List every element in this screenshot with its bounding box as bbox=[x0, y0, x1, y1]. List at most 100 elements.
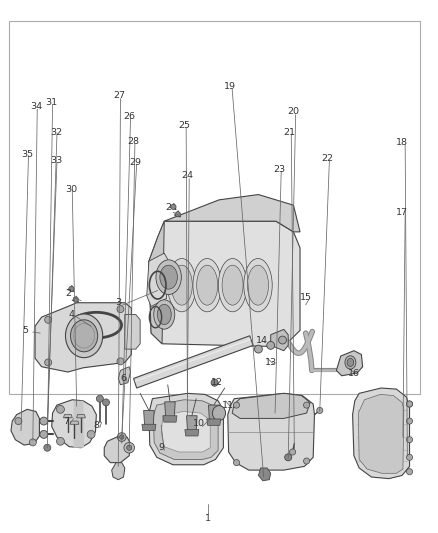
Polygon shape bbox=[208, 405, 219, 420]
Text: 31: 31 bbox=[46, 99, 58, 107]
Polygon shape bbox=[149, 221, 300, 346]
Text: 2: 2 bbox=[65, 289, 71, 297]
Ellipse shape bbox=[212, 406, 226, 421]
Bar bbox=[9, 21, 420, 394]
Polygon shape bbox=[271, 329, 288, 351]
Circle shape bbox=[406, 401, 413, 407]
Text: 12: 12 bbox=[211, 378, 223, 387]
Polygon shape bbox=[336, 351, 363, 376]
Circle shape bbox=[29, 439, 36, 446]
Circle shape bbox=[175, 212, 180, 217]
Polygon shape bbox=[112, 463, 125, 480]
Circle shape bbox=[15, 417, 22, 425]
Circle shape bbox=[406, 401, 413, 407]
Text: 3: 3 bbox=[115, 298, 121, 307]
Text: 23: 23 bbox=[273, 165, 286, 174]
Text: 20: 20 bbox=[287, 108, 300, 116]
Ellipse shape bbox=[193, 259, 221, 312]
Polygon shape bbox=[104, 436, 131, 463]
Polygon shape bbox=[258, 468, 271, 481]
Circle shape bbox=[124, 442, 134, 453]
Circle shape bbox=[117, 305, 124, 313]
Ellipse shape bbox=[167, 259, 196, 312]
Text: 27: 27 bbox=[113, 92, 125, 100]
Polygon shape bbox=[187, 416, 197, 431]
Circle shape bbox=[117, 433, 126, 441]
Circle shape bbox=[304, 458, 310, 464]
Text: 34: 34 bbox=[30, 102, 42, 111]
Text: 10: 10 bbox=[193, 419, 205, 428]
Circle shape bbox=[279, 336, 286, 344]
Text: 25: 25 bbox=[178, 121, 190, 130]
Circle shape bbox=[40, 431, 48, 438]
Circle shape bbox=[290, 449, 296, 455]
Text: 4: 4 bbox=[68, 310, 74, 319]
Circle shape bbox=[304, 402, 310, 408]
Circle shape bbox=[57, 438, 64, 445]
Polygon shape bbox=[185, 430, 199, 436]
Ellipse shape bbox=[65, 314, 102, 358]
Polygon shape bbox=[70, 421, 79, 424]
Text: 33: 33 bbox=[50, 157, 62, 165]
Circle shape bbox=[69, 286, 74, 292]
Text: 26: 26 bbox=[123, 112, 135, 120]
Polygon shape bbox=[161, 411, 210, 452]
Polygon shape bbox=[11, 409, 39, 445]
Circle shape bbox=[96, 395, 103, 402]
Polygon shape bbox=[164, 195, 300, 232]
Ellipse shape bbox=[160, 265, 177, 289]
Text: 30: 30 bbox=[65, 185, 77, 193]
Polygon shape bbox=[77, 415, 85, 418]
Polygon shape bbox=[135, 338, 251, 382]
Circle shape bbox=[127, 445, 132, 450]
Circle shape bbox=[102, 399, 110, 406]
Circle shape bbox=[285, 454, 292, 461]
Ellipse shape bbox=[222, 265, 243, 305]
Circle shape bbox=[40, 417, 48, 425]
Circle shape bbox=[73, 297, 78, 302]
Polygon shape bbox=[232, 393, 310, 418]
Circle shape bbox=[233, 402, 240, 408]
Text: 6: 6 bbox=[120, 374, 127, 383]
Circle shape bbox=[317, 407, 323, 414]
Polygon shape bbox=[207, 419, 221, 425]
Text: 18: 18 bbox=[396, 139, 408, 147]
Circle shape bbox=[87, 431, 95, 438]
Ellipse shape bbox=[171, 265, 192, 305]
Circle shape bbox=[406, 454, 413, 461]
Circle shape bbox=[406, 418, 413, 424]
Text: 8: 8 bbox=[93, 421, 99, 430]
Polygon shape bbox=[165, 402, 175, 417]
Polygon shape bbox=[353, 388, 410, 479]
Text: 11: 11 bbox=[222, 401, 234, 409]
Circle shape bbox=[267, 342, 275, 349]
Ellipse shape bbox=[345, 356, 356, 369]
Polygon shape bbox=[144, 410, 154, 425]
Polygon shape bbox=[134, 336, 253, 388]
Ellipse shape bbox=[156, 260, 181, 294]
Polygon shape bbox=[153, 400, 218, 459]
Polygon shape bbox=[147, 253, 169, 306]
Polygon shape bbox=[64, 415, 72, 418]
Text: 22: 22 bbox=[321, 155, 334, 163]
Ellipse shape bbox=[218, 259, 247, 312]
Text: 29: 29 bbox=[129, 158, 141, 167]
Text: 32: 32 bbox=[50, 128, 62, 136]
Circle shape bbox=[406, 469, 413, 475]
Text: 35: 35 bbox=[21, 150, 33, 159]
Circle shape bbox=[117, 358, 124, 365]
Text: 17: 17 bbox=[396, 208, 408, 216]
Ellipse shape bbox=[347, 358, 354, 367]
Circle shape bbox=[120, 435, 124, 439]
Ellipse shape bbox=[197, 265, 218, 305]
Text: 19: 19 bbox=[224, 83, 236, 91]
Text: 28: 28 bbox=[127, 137, 140, 146]
Polygon shape bbox=[149, 221, 164, 344]
Ellipse shape bbox=[71, 320, 98, 352]
Circle shape bbox=[406, 437, 413, 443]
Text: 9: 9 bbox=[158, 443, 164, 452]
Polygon shape bbox=[118, 367, 131, 385]
Circle shape bbox=[233, 459, 240, 466]
Polygon shape bbox=[35, 303, 131, 372]
Ellipse shape bbox=[154, 300, 175, 329]
